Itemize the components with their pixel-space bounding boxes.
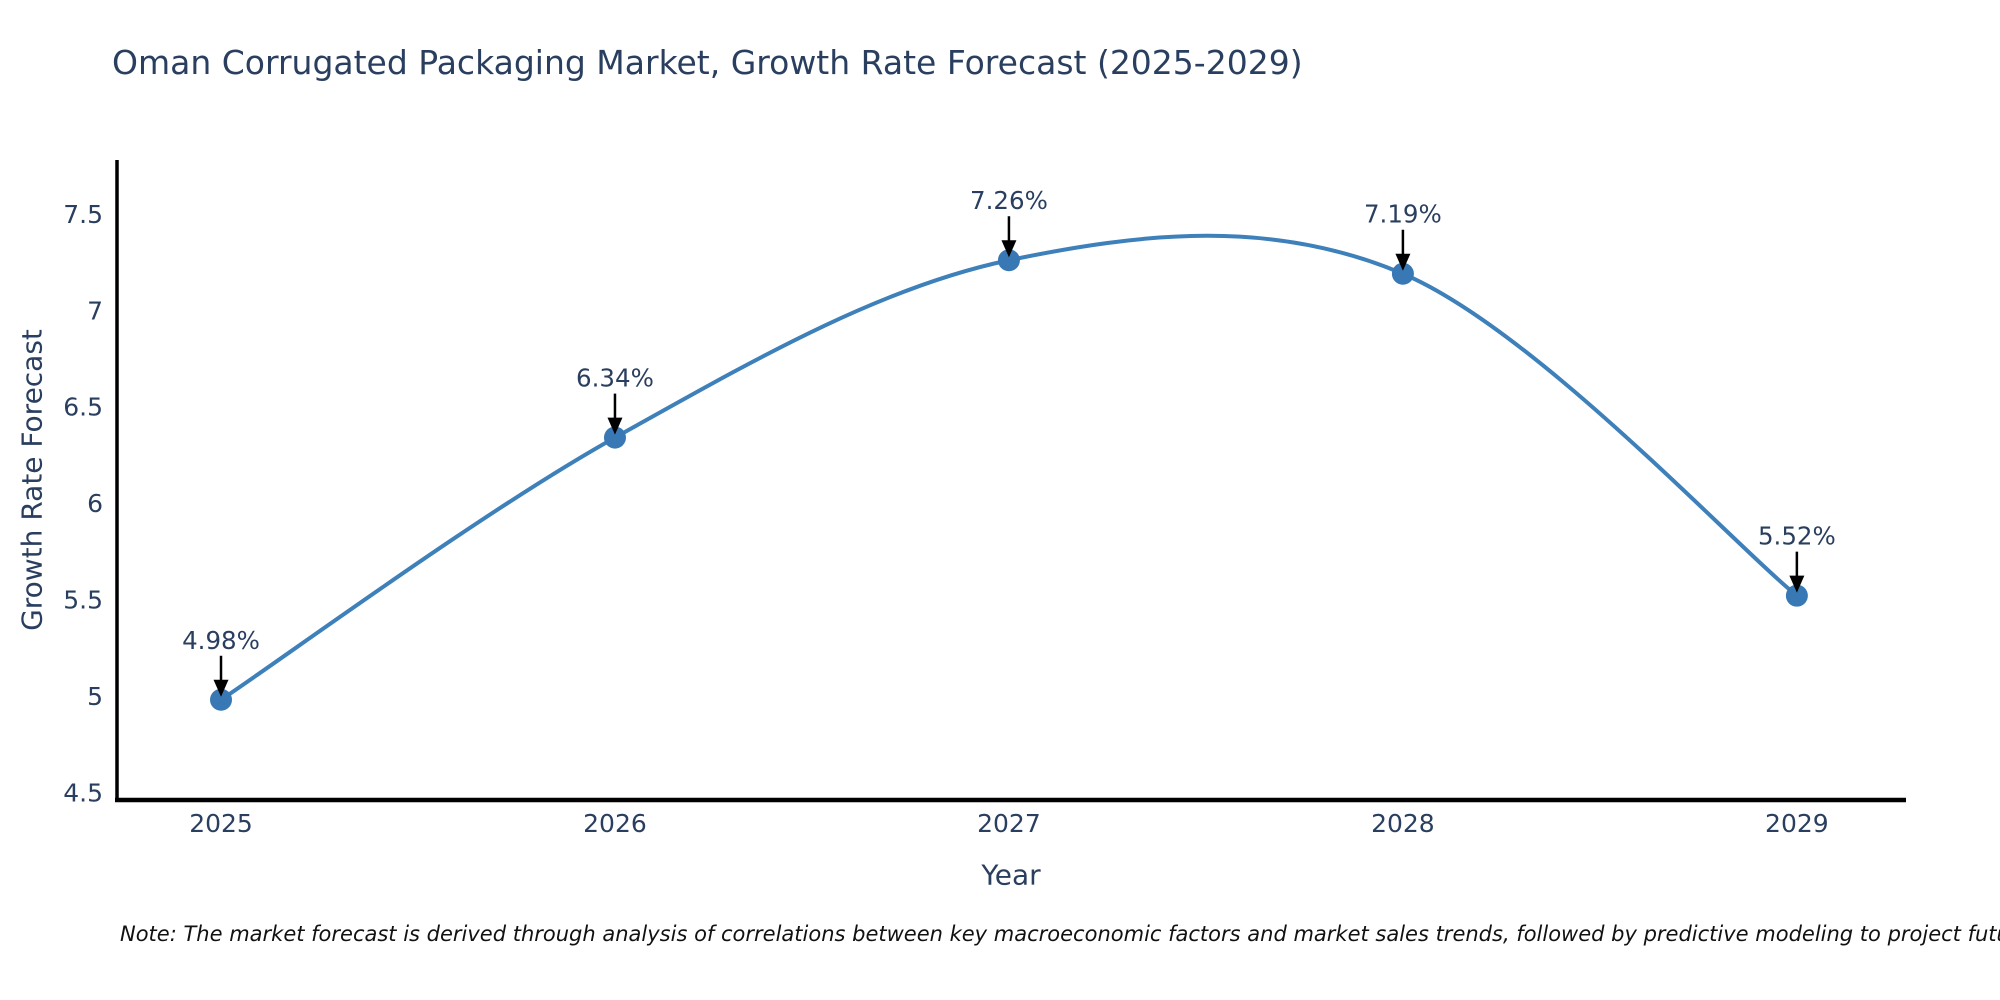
data-point-marker	[997, 249, 1020, 272]
forecast-line	[219, 233, 1799, 702]
x-axis-title: Year	[981, 858, 1041, 892]
annotation-label: 6.34%	[576, 364, 654, 393]
y-tick-label: 7	[87, 296, 103, 325]
annotation-arrowhead	[1789, 575, 1805, 593]
annotation-label: 5.52%	[1758, 522, 1836, 551]
x-tick-label: 2028	[1371, 809, 1435, 838]
y-tick-label: 6	[87, 489, 103, 518]
annotation-label: 7.19%	[1364, 200, 1442, 229]
data-point-marker	[603, 426, 626, 449]
annotation-label: 4.98%	[182, 626, 260, 655]
x-tick-label: 2025	[189, 809, 253, 838]
data-point-marker	[1785, 584, 1808, 607]
annotation-arrowhead	[607, 417, 623, 435]
data-point-marker	[1391, 262, 1414, 285]
x-tick-label: 2026	[583, 809, 647, 838]
y-tick-label: 6.5	[63, 393, 103, 422]
y-tick-label: 4.5	[63, 778, 103, 807]
y-tick-label: 5	[87, 682, 103, 711]
annotation-label: 7.26%	[970, 186, 1048, 215]
footnote: Note: The market forecast is derived thr…	[120, 922, 2000, 946]
y-tick-label: 5.5	[63, 586, 103, 615]
annotation-arrowhead	[1395, 253, 1411, 271]
annotation-arrowhead	[213, 679, 229, 697]
annotation-arrowhead	[1001, 240, 1017, 258]
data-point-marker	[210, 688, 233, 711]
chart-title: Oman Corrugated Packaging Market, Growth…	[112, 43, 1303, 82]
x-tick-label: 2027	[977, 809, 1041, 838]
y-tick-label: 7.5	[63, 200, 103, 229]
x-tick-label: 2029	[1765, 809, 1829, 838]
